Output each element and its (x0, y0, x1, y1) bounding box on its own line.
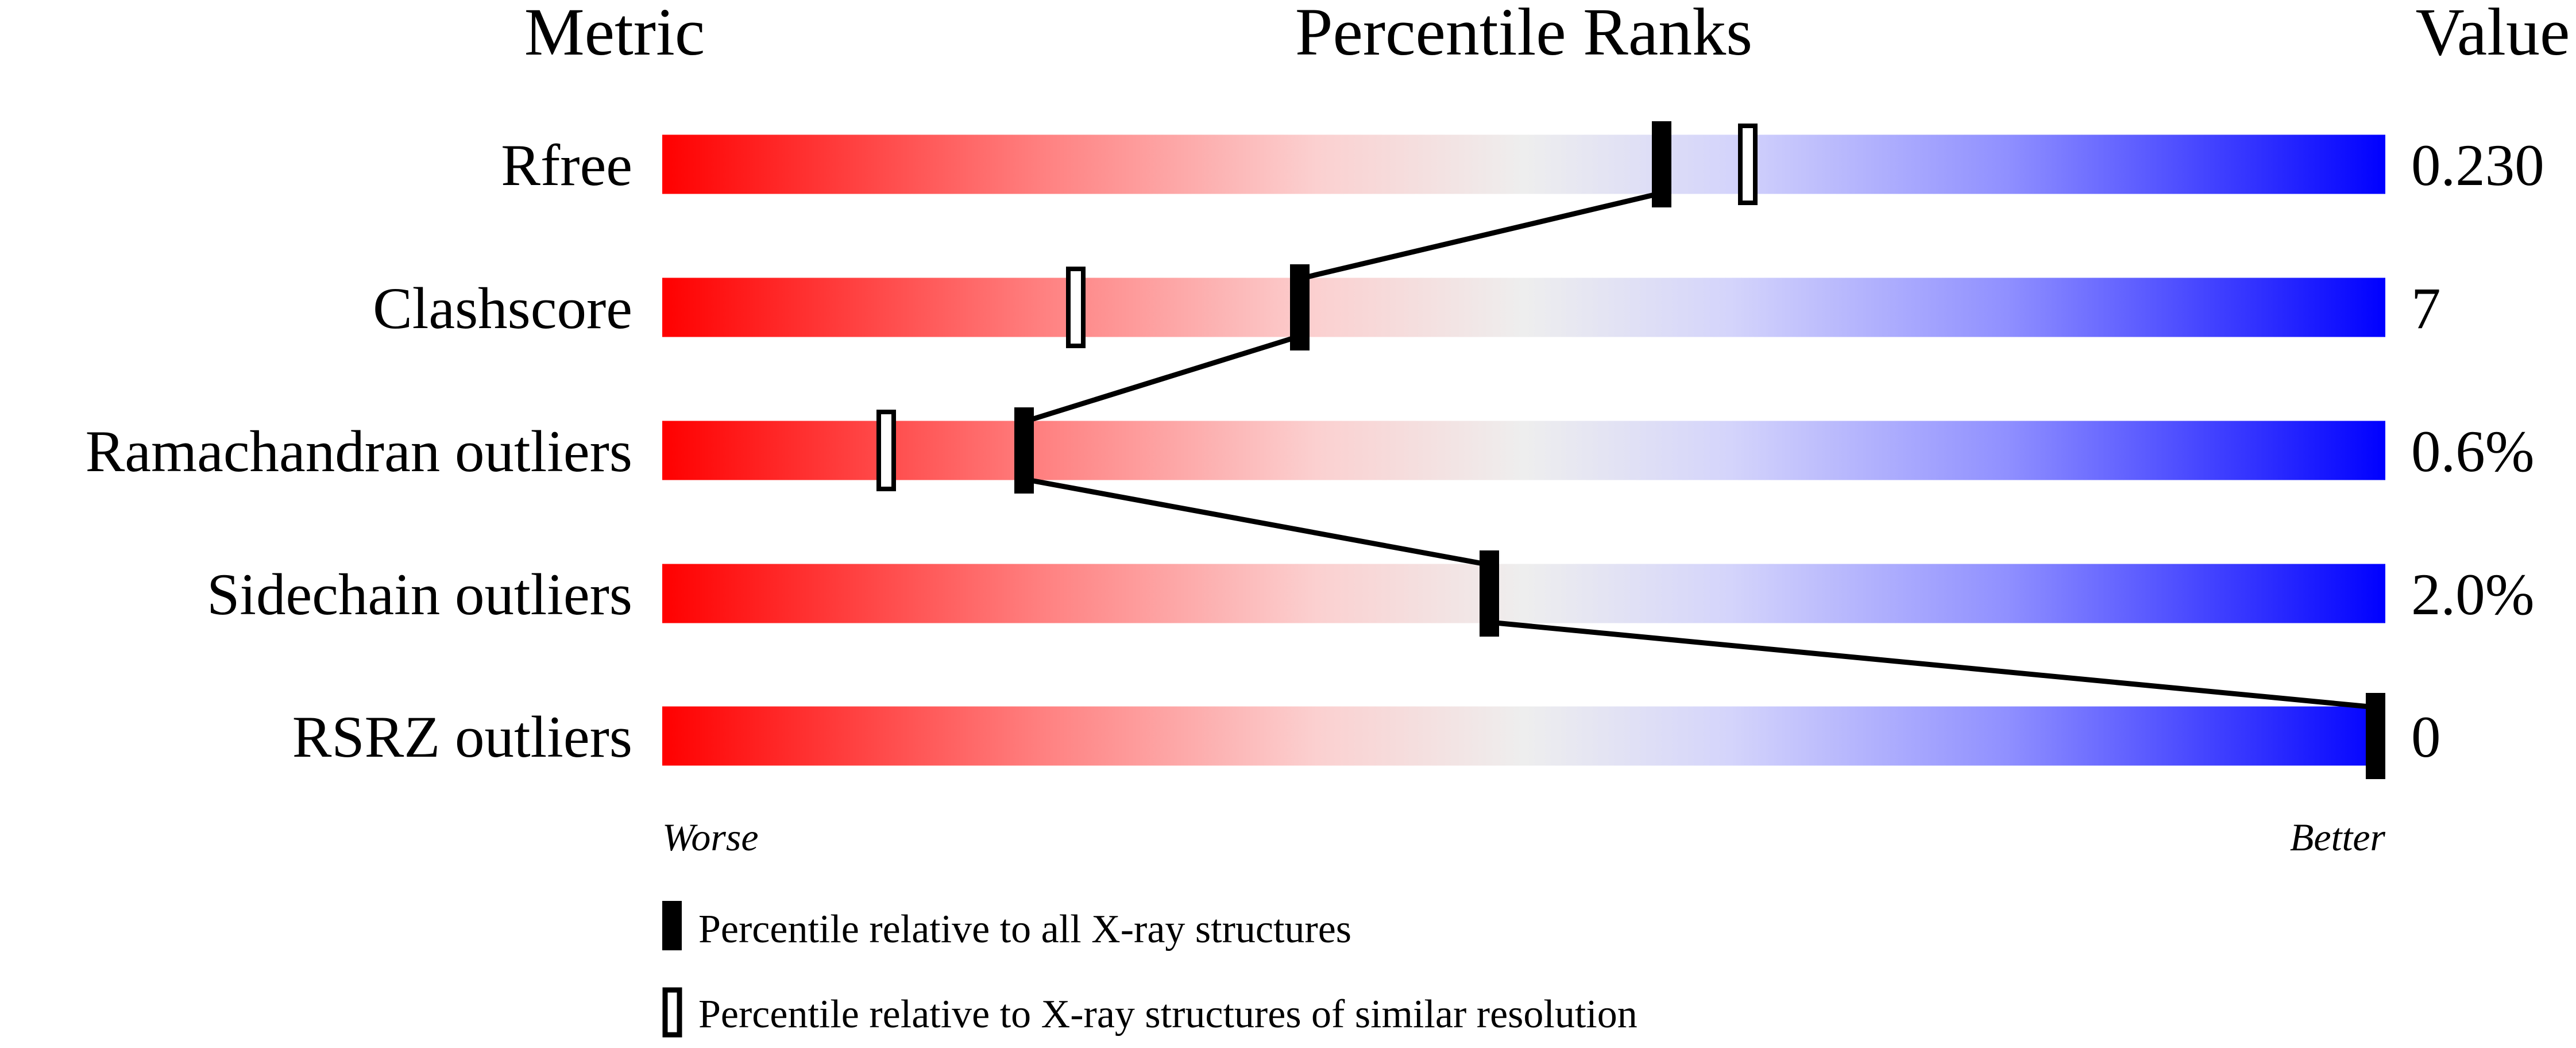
marker-similar-resolution (876, 410, 896, 491)
metric-value: 2.0% (2411, 562, 2535, 627)
metric-label: Ramachandran outliers (86, 419, 632, 484)
legend-open-label: Percentile relative to X-ray structures … (698, 992, 1637, 1037)
percentile-bar (662, 706, 2385, 766)
marker-all-structures (1290, 264, 1310, 350)
metric-label: RSRZ outliers (292, 704, 632, 770)
percentile-bar (662, 564, 2385, 623)
metric-value: 0 (2411, 704, 2441, 770)
connector-line (1023, 333, 1301, 425)
metric-label: Clashscore (373, 276, 632, 341)
marker-all-structures (1652, 121, 1671, 207)
percentile-bar (662, 421, 2385, 480)
marker-all-structures (1480, 550, 1499, 637)
marker-all-structures (2366, 693, 2385, 779)
marker-all-structures (1014, 407, 1034, 494)
better-label: Better (2290, 815, 2386, 859)
metric-value: 0.230 (2411, 133, 2544, 198)
header-metric: Metric (524, 0, 705, 70)
marker-similar-resolution (1066, 267, 1086, 348)
worse-label: Worse (662, 815, 759, 859)
marker-similar-resolution (1738, 124, 1758, 205)
header-value: Value (2416, 0, 2570, 70)
legend-filled-marker (662, 901, 682, 950)
connector-line (1299, 190, 1663, 282)
header-percentile-ranks: Percentile Ranks (1295, 0, 1752, 70)
legend-filled-label: Percentile relative to all X-ray structu… (698, 907, 1351, 951)
legend-open-marker (662, 987, 682, 1038)
percentile-bar (662, 278, 2385, 337)
metric-value: 0.6% (2411, 419, 2535, 484)
connector-line (1024, 476, 1490, 568)
metric-label: Rfree (501, 133, 632, 198)
percentile-bar (662, 134, 2385, 194)
metric-label: Sidechain outliers (207, 562, 632, 627)
metric-value: 7 (2411, 276, 2441, 341)
connector-line (1489, 619, 2376, 710)
